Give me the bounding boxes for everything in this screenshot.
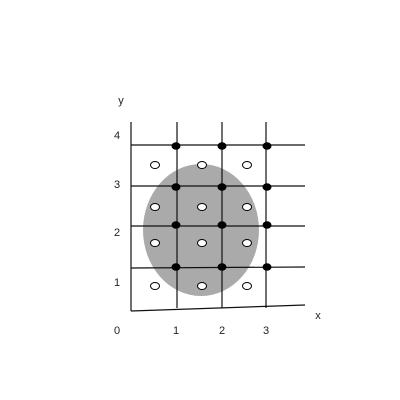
region — [143, 164, 259, 296]
open-point — [242, 282, 252, 290]
x-axis-label: x — [315, 310, 321, 322]
open-point — [150, 203, 160, 211]
filled-point — [262, 221, 272, 229]
y-tick-label: 3 — [114, 179, 120, 191]
open-point — [150, 161, 160, 169]
open-point — [197, 239, 207, 247]
filled-point — [171, 183, 181, 191]
x-tick-label: 1 — [173, 325, 179, 337]
open-point — [242, 203, 252, 211]
filled-point — [262, 183, 272, 191]
filled-point — [217, 142, 227, 150]
open-point — [242, 161, 252, 169]
filled-point — [217, 221, 227, 229]
points — [150, 142, 272, 290]
open-point — [197, 282, 207, 290]
open-point — [197, 203, 207, 211]
filled-point — [171, 221, 181, 229]
x-tick-label: 3 — [263, 325, 269, 337]
filled-point — [171, 263, 181, 271]
origin-label: 0 — [114, 325, 120, 337]
y-axis-label: y — [118, 95, 124, 107]
open-point — [242, 239, 252, 247]
open-point — [150, 239, 160, 247]
y-tick-label: 2 — [114, 227, 120, 239]
filled-point — [217, 183, 227, 191]
filled-point — [171, 142, 181, 150]
x-tick-label: 2 — [219, 325, 225, 337]
open-point — [150, 282, 160, 290]
filled-point — [262, 142, 272, 150]
open-point — [197, 161, 207, 169]
x-axis — [130, 304, 306, 312]
y-tick-label: 4 — [114, 130, 120, 142]
filled-point — [217, 263, 227, 271]
y-tick-label: 1 — [114, 277, 120, 289]
filled-point — [262, 263, 272, 271]
